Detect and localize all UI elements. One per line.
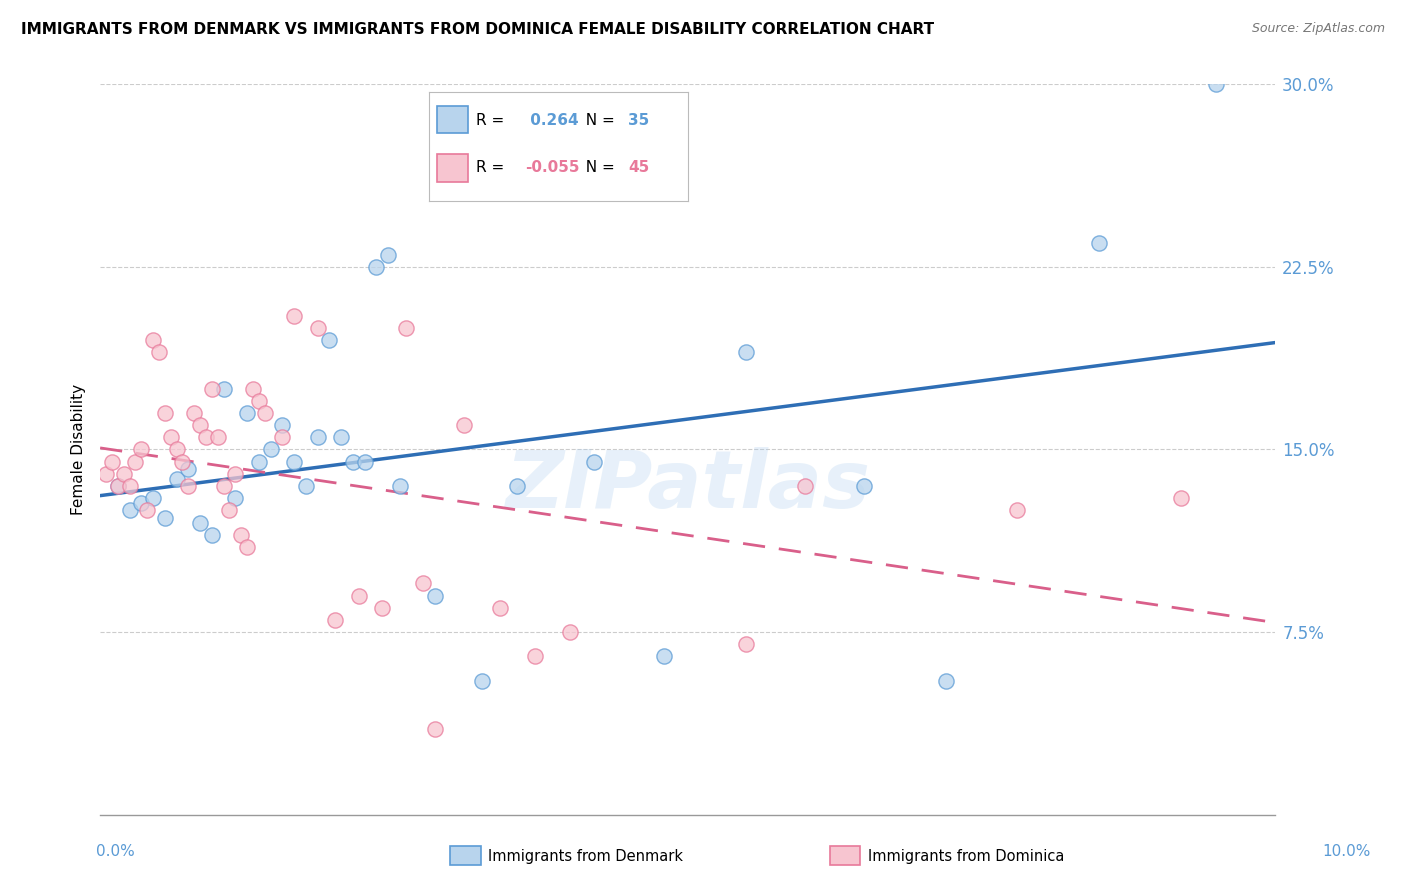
Point [388, 479, 411, 493]
Point [188, 418, 211, 433]
Point [347, 589, 370, 603]
Point [212, 479, 235, 493]
Point [294, 479, 316, 493]
Point [506, 479, 529, 493]
Point [259, 442, 281, 457]
Text: 0.0%: 0.0% [96, 845, 135, 859]
Point [212, 382, 235, 396]
Point [366, 260, 388, 274]
Point [1205, 78, 1227, 92]
Point [652, 649, 675, 664]
Text: Immigrants from Dominica: Immigrants from Dominica [868, 849, 1064, 863]
Point [224, 491, 246, 505]
Point [129, 442, 152, 457]
Point [107, 479, 129, 493]
Y-axis label: Female Disability: Female Disability [72, 384, 86, 515]
Point [247, 393, 270, 408]
Point [188, 516, 211, 530]
Point [330, 430, 353, 444]
Point [395, 321, 418, 335]
Point [283, 455, 305, 469]
Point [247, 455, 270, 469]
Point [153, 406, 176, 420]
Point [1170, 491, 1192, 505]
Point [423, 589, 446, 603]
Point [307, 430, 329, 444]
Point [129, 496, 152, 510]
Point [118, 479, 141, 493]
Point [112, 467, 135, 481]
Point [423, 723, 446, 737]
Point [142, 491, 165, 505]
Point [166, 472, 188, 486]
Text: Immigrants from Denmark: Immigrants from Denmark [488, 849, 683, 863]
Point [177, 462, 200, 476]
Point [1005, 503, 1028, 517]
Point [159, 430, 181, 444]
Point [560, 625, 582, 640]
Text: ZIPatlas: ZIPatlas [505, 447, 870, 525]
Point [377, 248, 399, 262]
Point [318, 333, 340, 347]
Point [201, 382, 224, 396]
Point [307, 321, 329, 335]
Point [194, 430, 217, 444]
Point [207, 430, 229, 444]
Point [794, 479, 817, 493]
Point [224, 467, 246, 481]
Point [107, 479, 129, 493]
Point [231, 527, 253, 541]
Text: Source: ZipAtlas.com: Source: ZipAtlas.com [1251, 22, 1385, 36]
Point [471, 673, 494, 688]
Point [177, 479, 200, 493]
Point [523, 649, 546, 664]
Point [735, 345, 758, 359]
Point [172, 455, 194, 469]
Point [183, 406, 205, 420]
Point [735, 637, 758, 651]
Point [453, 418, 475, 433]
Point [353, 455, 375, 469]
Point [218, 503, 240, 517]
Point [242, 382, 264, 396]
Point [148, 345, 170, 359]
Point [253, 406, 276, 420]
Point [142, 333, 165, 347]
Point [118, 503, 141, 517]
Point [935, 673, 957, 688]
Point [852, 479, 875, 493]
Point [283, 309, 305, 323]
Point [101, 455, 124, 469]
Point [153, 510, 176, 524]
Point [1088, 235, 1111, 250]
Point [236, 406, 259, 420]
Point [136, 503, 159, 517]
Point [271, 418, 294, 433]
Point [412, 576, 434, 591]
Point [371, 600, 394, 615]
Point [236, 540, 259, 554]
Point [342, 455, 364, 469]
Point [124, 455, 146, 469]
Point [488, 600, 510, 615]
Text: IMMIGRANTS FROM DENMARK VS IMMIGRANTS FROM DOMINICA FEMALE DISABILITY CORRELATIO: IMMIGRANTS FROM DENMARK VS IMMIGRANTS FR… [21, 22, 934, 37]
Point [582, 455, 605, 469]
Text: 10.0%: 10.0% [1323, 845, 1371, 859]
Point [201, 527, 224, 541]
Point [271, 430, 294, 444]
Point [166, 442, 188, 457]
Point [323, 613, 346, 627]
Point [94, 467, 117, 481]
